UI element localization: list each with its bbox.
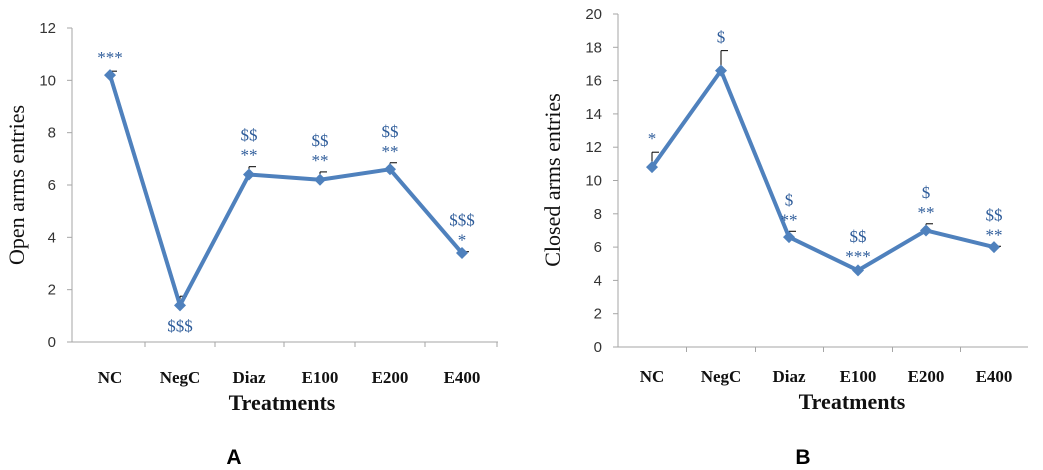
panel-b-significance-label: ** <box>986 225 1003 244</box>
panel-a-significance-label: $$ <box>241 126 258 145</box>
panel-b-x-ticks: NC NegC Diaz E100 E200 E400 <box>640 347 1013 386</box>
panel-b-significance-label: *** <box>845 247 871 266</box>
panel-a-y-tick-label: 8 <box>48 125 56 142</box>
panel-a-significance-label: $$$ <box>449 211 475 230</box>
panel-b-significance-label: $ <box>717 28 726 47</box>
panel-b-significance-label: $$ <box>986 205 1003 224</box>
panel-a-category-label: NC <box>98 368 123 387</box>
panel-b-significance-label: * <box>648 129 657 148</box>
panel-b-category-label: E400 <box>976 367 1013 386</box>
panel-a-y-tick-label: 4 <box>48 229 56 246</box>
panel-a-significance-label: ** <box>312 151 329 170</box>
panel-b-y-tick-label: 0 <box>594 339 602 356</box>
panel-b-chart: 0 2 4 6 8 10 12 14 16 18 20 NC NegC Diaz E100 E200 E400… <box>540 6 1028 469</box>
panel-a-y-tick-label: 10 <box>39 72 56 89</box>
panel-b-data-point <box>988 241 1000 254</box>
panel-b-category-label: NC <box>640 367 665 386</box>
panel-a-data-point <box>243 168 255 181</box>
panel-a-data-point <box>174 299 186 312</box>
panel-a-category-label: NegC <box>160 368 201 387</box>
panel-b-data-point <box>783 231 795 244</box>
panel-b-y-tick-label: 20 <box>585 6 602 23</box>
panel-b-data-point <box>920 224 932 237</box>
panel-a-significance-label: *** <box>97 48 123 67</box>
panel-b-data-point <box>646 161 658 174</box>
panel-a-x-axis-title: Treatments <box>229 390 336 415</box>
panel-a-category-label: Diaz <box>232 368 266 387</box>
panel-b-label: B <box>795 446 810 469</box>
panel-a-y-ticks: 0 2 4 6 8 10 12 <box>39 20 72 351</box>
panel-b-y-tick-label: 2 <box>594 306 602 323</box>
panel-b-category-label: E100 <box>840 367 877 386</box>
panel-b-marks: *$**$***$$**$**$$ <box>646 28 1003 277</box>
panel-b-data-point <box>715 64 727 77</box>
panel-a-y-tick-label: 6 <box>48 177 56 194</box>
panel-b-y-tick-label: 16 <box>585 73 602 90</box>
panel-b-y-tick-label: 14 <box>585 106 602 123</box>
panel-b-y-tick-label: 8 <box>594 206 602 223</box>
panel-a-data-point <box>104 69 116 82</box>
panel-b-y-tick-label: 6 <box>594 239 602 256</box>
panel-a-significance-label: $$ <box>382 122 399 141</box>
panel-b-y-tick-label: 12 <box>585 139 602 156</box>
panel-b-y-axis-title: Closed arms entries <box>540 93 565 267</box>
panel-a-x-ticks: NC NegC Diaz E100 E200 E400 <box>98 342 498 387</box>
panel-a-data-point <box>384 163 396 176</box>
panel-b-significance-label: $ <box>922 183 931 202</box>
panel-a-marks: ***$$$**$$**$$**$$*$$$ <box>97 48 475 335</box>
panel-a-significance-label: * <box>458 231 467 250</box>
panel-b-significance-label: $ <box>785 190 794 209</box>
panel-b-y-tick-label: 18 <box>585 39 602 56</box>
panel-a-category-label: E400 <box>444 368 481 387</box>
panel-a-label: A <box>226 446 241 469</box>
panel-b-y-tick-label: 4 <box>594 272 602 289</box>
panel-a-significance-label: ** <box>241 146 258 165</box>
panel-b-x-axis-title: Treatments <box>799 389 906 414</box>
panel-b-significance-label: $$ <box>850 227 867 246</box>
panel-b-data-point <box>852 264 864 277</box>
panel-b-y-ticks: 0 2 4 6 8 10 12 14 16 18 20 <box>585 6 618 356</box>
panel-a-y-tick-label: 2 <box>48 282 56 299</box>
panel-a-significance-label: ** <box>382 142 399 161</box>
panel-a-series-line <box>108 74 464 308</box>
panel-a-data-point <box>456 247 468 260</box>
panel-b-category-label: NegC <box>701 367 742 386</box>
panel-a-y-tick-label: 12 <box>39 20 56 37</box>
panel-a-significance-label: $$$ <box>167 316 193 335</box>
panel-a-y-tick-label: 0 <box>48 334 56 351</box>
panel-a-data-point <box>314 173 326 186</box>
panel-a-category-label: E200 <box>372 368 409 387</box>
panel-a-category-label: E100 <box>302 368 339 387</box>
panel-b-category-label: Diaz <box>772 367 806 386</box>
panel-a-significance-label: $$ <box>312 131 329 150</box>
panel-b-series-line <box>650 68 995 273</box>
panel-b-y-tick-label: 10 <box>585 173 602 190</box>
panel-b-significance-label: ** <box>781 210 798 229</box>
panel-a-y-axis-title: Open arms entries <box>4 105 29 265</box>
panel-b-significance-label: ** <box>918 203 935 222</box>
panel-b-category-label: E200 <box>908 367 945 386</box>
